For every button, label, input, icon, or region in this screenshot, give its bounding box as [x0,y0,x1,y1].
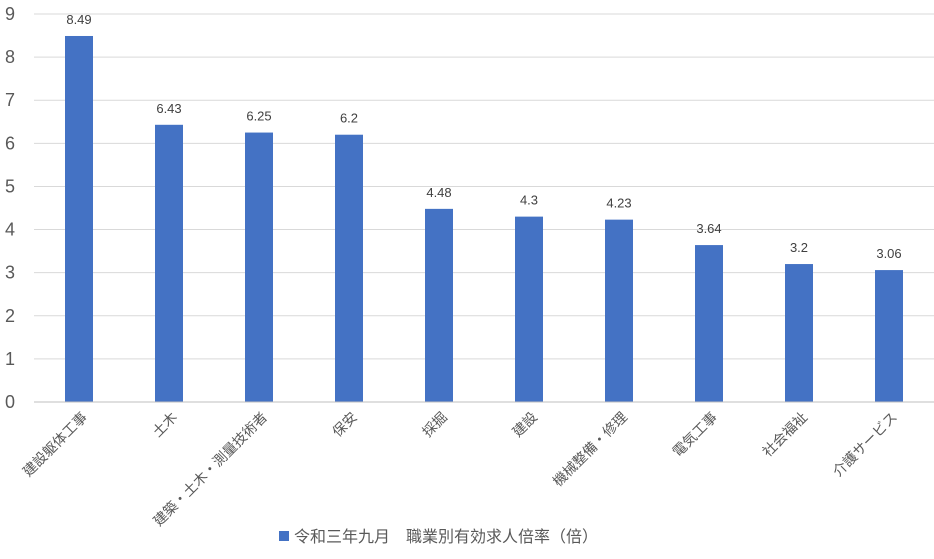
bar [335,134,363,402]
category-label: 電気工事 [670,410,721,461]
category-label: 機械整備・修理 [550,410,631,491]
data-label: 4.48 [426,185,451,200]
y-tick-label: 5 [5,176,15,196]
y-tick-label: 0 [5,392,15,412]
gridlines [34,13,934,360]
category-label: 保安 [330,410,361,441]
data-label: 4.3 [520,193,538,208]
bar [605,219,633,402]
y-tick-label: 3 [5,263,15,283]
y-tick-label: 4 [5,220,15,240]
category-label: 土木 [150,410,181,441]
y-tick-label: 7 [5,90,15,110]
data-label: 6.25 [246,109,271,124]
bar [515,216,543,402]
bar [695,245,723,402]
bar [785,264,813,402]
legend-swatch [279,531,289,541]
data-label: 3.06 [876,246,901,261]
bars [65,35,903,403]
data-label: 6.2 [340,111,358,126]
y-axis-ticks: 0 1 2 3 4 5 6 7 8 9 [5,4,15,412]
legend: 令和三年九月 職業別有効求人倍率（倍） [279,527,598,546]
bar [65,35,93,403]
data-label: 3.64 [696,221,721,236]
bar [155,124,183,402]
bar [875,270,903,402]
y-tick-label: 6 [5,133,15,153]
category-label: 建設躯体工事 [20,410,91,481]
data-label: 4.23 [606,196,631,211]
y-tick-label: 9 [5,4,15,24]
legend-label: 令和三年九月 職業別有効求人倍率（倍） [294,527,598,546]
y-tick-label: 1 [5,349,15,369]
data-label: 3.2 [790,240,808,255]
bar [425,208,453,402]
category-label: 建設 [510,410,541,441]
bar [245,132,273,403]
category-label: 採掘 [420,410,451,441]
data-label: 8.49 [66,12,91,27]
y-tick-label: 2 [5,306,15,326]
y-tick-label: 8 [5,47,15,67]
data-labels: 8.49 6.43 6.25 6.2 4.48 4.3 4.23 3.64 3.2 3.06 [66,12,901,261]
data-label: 6.43 [156,101,181,116]
category-label: 社会福祉 [760,410,811,461]
category-label: 介護サービス [830,410,901,481]
